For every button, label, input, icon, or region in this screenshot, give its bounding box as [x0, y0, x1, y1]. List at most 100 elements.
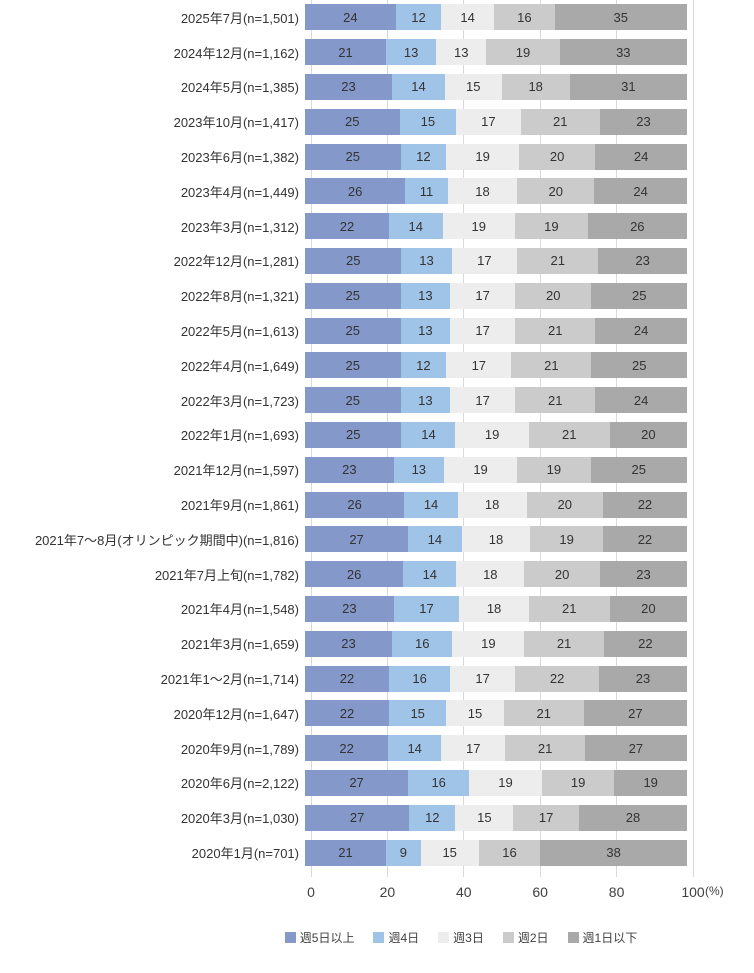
category-label: 2020年3月(n=1,030) — [180, 811, 299, 827]
category-label: 2021年3月(n=1,659) — [180, 637, 299, 653]
legend-swatch-icon — [284, 932, 296, 943]
chart-row: 2021年12月(n=1,597) 23 13 19 19 25 — [0, 452, 754, 487]
stacked-bar: 26 14 18 20 22 — [305, 491, 687, 518]
legend-swatch-icon — [373, 932, 385, 943]
bar-segment-週3日: 19 — [442, 213, 516, 240]
bar-segment-週1日以下: 27 — [583, 700, 687, 727]
chart-row: 2022年5月(n=1,613) 25 13 17 21 24 — [0, 313, 754, 348]
bar-segment-週5日以上: 27 — [305, 526, 409, 553]
bar-segment-週5日以上: 25 — [305, 143, 401, 170]
legend-item-週3日: 週3日 — [438, 929, 484, 946]
bar-segment-週4日: 13 — [393, 456, 444, 483]
bar-segment-週3日: 19 — [452, 630, 525, 657]
bar-segment-週3日: 15 — [420, 839, 479, 866]
bar-segment-週3日: 18 — [461, 526, 531, 553]
legend-swatch-icon — [438, 932, 450, 943]
legend-item-週2日: 週2日 — [502, 929, 549, 946]
bar-segment-週5日以上: 25 — [305, 387, 401, 414]
chart-row: 2020年1月(n=701) 21 9 15 16 38 — [0, 835, 754, 870]
bar-segment-週1日以下: 25 — [591, 352, 687, 379]
stacked-bar: 25 13 17 21 24 — [305, 317, 687, 344]
legend-item-週4日: 週4日 — [373, 929, 419, 946]
bar-segment-週4日: 12 — [395, 4, 442, 31]
bar-segment-週1日以下: 23 — [599, 108, 687, 135]
category-label: 2022年4月(n=1,649) — [180, 358, 299, 374]
bar-segment-週4日: 17 — [393, 595, 460, 622]
stacked-bar: 25 14 19 21 20 — [305, 421, 687, 448]
bar-segment-週1日以下: 25 — [590, 456, 687, 483]
gridline-100 — [692, 0, 694, 877]
bar-segment-週2日: 21 — [511, 352, 592, 379]
bar-segment-週2日: 21 — [517, 247, 599, 274]
bar-segment-週2日: 20 — [526, 491, 603, 518]
bar-segment-週5日以上: 22 — [305, 213, 390, 240]
x-tick-0: 0 — [307, 884, 315, 900]
chart-row: 2021年3月(n=1,659) 23 16 19 21 22 — [0, 626, 754, 661]
bar-segment-週4日: 15 — [389, 700, 447, 727]
x-axis: (%) 0 20 40 60 80 100 — [307, 884, 724, 904]
bar-segment-週2日: 20 — [515, 282, 592, 309]
chart-row: 2023年4月(n=1,449) 26 11 18 20 24 — [0, 174, 754, 209]
bar-segment-週1日以下: 27 — [584, 735, 687, 762]
bar-segment-週2日: 21 — [524, 630, 604, 657]
bar-segment-週3日: 15 — [444, 73, 502, 100]
bar-segment-週3日: 17 — [441, 735, 506, 762]
bar-segment-週4日: 14 — [389, 213, 443, 240]
bar-segment-週4日: 14 — [404, 491, 458, 518]
bar-segment-週3日: 19 — [455, 421, 529, 448]
stacked-bar: 23 14 15 18 31 — [305, 73, 687, 100]
bar-segment-週3日: 17 — [446, 352, 512, 379]
bar-segment-週3日: 17 — [450, 317, 516, 344]
bar-segment-週2日: 21 — [528, 595, 610, 622]
category-label: 2022年5月(n=1,613) — [180, 324, 299, 340]
bar-segment-週1日以下: 31 — [569, 73, 687, 100]
bar-segment-週2日: 21 — [520, 108, 600, 135]
category-label: 2022年8月(n=1,321) — [180, 289, 299, 305]
bar-segment-週4日: 15 — [399, 108, 457, 135]
chart-row: 2021年9月(n=1,861) 26 14 18 20 22 — [0, 487, 754, 522]
bar-segment-週3日: 19 — [446, 143, 519, 170]
bar-segment-週4日: 14 — [408, 526, 462, 553]
category-label: 2022年12月(n=1,281) — [173, 254, 299, 270]
bar-segment-週1日以下: 20 — [609, 421, 687, 448]
bar-segment-週2日: 19 — [515, 213, 588, 240]
bar-segment-週5日以上: 25 — [305, 352, 401, 379]
stacked-bar: 22 15 15 21 27 — [305, 700, 687, 727]
bar-segment-週5日以上: 25 — [305, 421, 402, 448]
bar-segment-週5日以上: 23 — [305, 456, 394, 483]
bar-segment-週5日以上: 23 — [305, 630, 392, 657]
bar-segment-週1日以下: 24 — [595, 317, 687, 344]
chart-row: 2022年8月(n=1,321) 25 13 17 20 25 — [0, 278, 754, 313]
bar-segment-週5日以上: 21 — [305, 839, 387, 866]
bar-segment-週3日: 18 — [459, 595, 529, 622]
bar-segment-週3日: 17 — [450, 665, 516, 692]
bar-segment-週4日: 14 — [401, 421, 456, 448]
bar-segment-週5日以上: 25 — [305, 247, 402, 274]
category-label: 2024年12月(n=1,162) — [173, 45, 299, 61]
bar-segment-週3日: 13 — [436, 39, 487, 66]
bar-segment-週3日: 17 — [451, 247, 518, 274]
bar-segment-週2日: 18 — [501, 73, 570, 100]
chart-row: 2024年12月(n=1,162) 21 13 13 19 33 — [0, 35, 754, 70]
chart-row: 2020年9月(n=1,789) 22 14 17 21 27 — [0, 731, 754, 766]
bar-segment-週4日: 14 — [388, 735, 442, 762]
bar-segment-週5日以上: 25 — [305, 282, 401, 309]
bar-segment-週4日: 13 — [400, 282, 451, 309]
chart-row: 2020年12月(n=1,647) 22 15 15 21 27 — [0, 696, 754, 731]
category-label: 2022年1月(n=1,693) — [180, 428, 299, 444]
chart-row: 2024年5月(n=1,385) 23 14 15 18 31 — [0, 70, 754, 105]
legend: 週5日以上 週4日 週3日 週2日 週1日以下 — [0, 929, 754, 946]
legend-swatch-icon — [502, 932, 514, 943]
category-label: 2021年1〜2月(n=1,714) — [160, 672, 299, 688]
stacked-bar: 25 13 17 20 25 — [305, 282, 687, 309]
bar-segment-週4日: 13 — [400, 387, 451, 414]
bar-segment-週3日: 18 — [447, 178, 518, 205]
chart-row: 2021年7月上旬(n=1,782) 26 14 18 20 23 — [0, 557, 754, 592]
stacked-bar: 27 14 18 19 22 — [305, 526, 687, 553]
bar-segment-週2日: 21 — [505, 735, 585, 762]
bar-segment-週5日以上: 27 — [305, 804, 410, 831]
legend-label: 週5日以上 — [299, 931, 355, 945]
bar-segment-週3日: 15 — [455, 804, 514, 831]
bar-segment-週1日以下: 38 — [540, 839, 687, 866]
bar-segment-週4日: 16 — [391, 630, 453, 657]
